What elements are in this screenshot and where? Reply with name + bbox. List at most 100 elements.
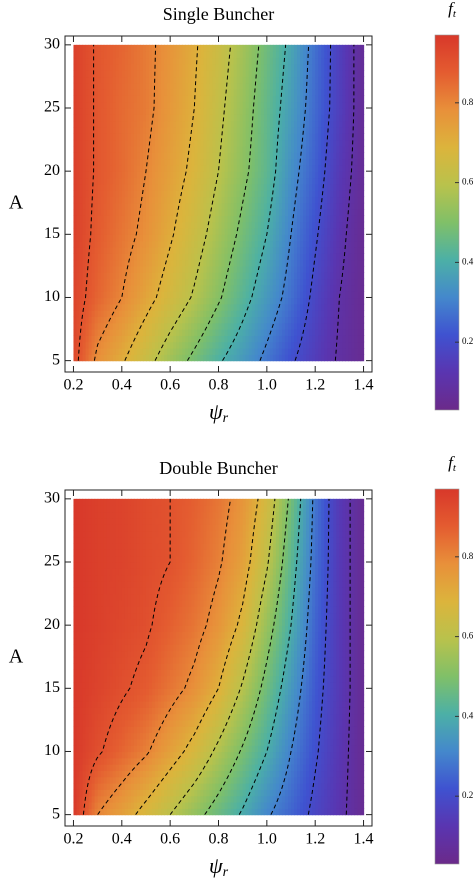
heat-cell (127, 158, 132, 166)
heat-cell (112, 272, 117, 280)
heat-cell (360, 202, 365, 210)
heat-cell (179, 221, 183, 229)
heat-cell (218, 158, 223, 166)
heat-cell (197, 209, 201, 216)
heat-cell (91, 177, 96, 185)
heat-cell (82, 196, 87, 204)
heat-cell (155, 316, 159, 324)
heat-cell (194, 253, 198, 261)
heat-cell (76, 209, 81, 216)
heat-cell (339, 108, 343, 115)
heat-cell (103, 272, 108, 280)
heat-cell (221, 341, 226, 349)
heat-cell (79, 183, 84, 191)
heat-cell (197, 89, 201, 96)
heat-cell (88, 253, 93, 261)
heat-cell (288, 126, 292, 134)
heat-cell (106, 253, 111, 261)
heat-cell (284, 126, 289, 134)
heat-cell (348, 108, 353, 115)
heat-cell (230, 57, 235, 65)
heat-cell (360, 354, 365, 362)
heat-cell (145, 114, 150, 122)
heat-cell (297, 259, 301, 267)
heat-cell (239, 82, 244, 90)
heat-cell (266, 221, 271, 229)
heat-cell (109, 240, 114, 248)
heat-cell (242, 259, 247, 267)
heat-cell (136, 322, 141, 330)
heat-cell (170, 291, 174, 299)
heat-cell (284, 265, 289, 273)
heat-cell (79, 316, 84, 324)
heat-cell (149, 63, 153, 71)
heat-cell (173, 177, 177, 185)
heat-cell (209, 221, 214, 229)
heat-cell (109, 265, 114, 273)
heat-cell (327, 177, 331, 185)
heat-cell (324, 259, 328, 267)
heat-cell (239, 202, 244, 210)
heat-cell (275, 310, 280, 318)
heat-cell (348, 348, 353, 355)
heat-cell (194, 126, 198, 134)
heat-cell (124, 316, 129, 324)
heat-cell (149, 297, 153, 305)
heat-cell (215, 190, 220, 198)
heat-cell (149, 120, 153, 128)
heat-cell (118, 101, 123, 109)
heat-cell (221, 120, 226, 128)
heat-cell (230, 95, 235, 103)
heat-cell (327, 202, 331, 210)
heat-cell (118, 354, 123, 362)
heat-cell (260, 95, 265, 103)
heat-cell (206, 57, 211, 65)
heat-cell (354, 196, 359, 204)
heat-cell (248, 139, 253, 147)
heat-cell (136, 158, 141, 166)
heat-cell (158, 76, 162, 84)
heat-cell (179, 278, 183, 286)
heat-cell (206, 44, 211, 52)
heat-cell (130, 76, 135, 84)
heat-cell (281, 215, 286, 223)
heat-cell (300, 329, 304, 336)
heat-cell (176, 228, 180, 235)
heat-cell (82, 145, 87, 153)
heat-cell (118, 278, 123, 286)
heat-cell (164, 310, 168, 318)
heat-cell (351, 303, 356, 311)
heat-cell (73, 108, 78, 115)
heat-cell (221, 177, 226, 185)
heat-cell (275, 57, 280, 65)
heat-cell (254, 354, 259, 362)
heat-cell (239, 278, 244, 286)
heat-cell (324, 354, 328, 362)
heat-cell (224, 44, 229, 52)
heat-cell (336, 108, 340, 115)
heat-cell (203, 202, 208, 210)
heat-cell (360, 89, 365, 96)
heat-cell (297, 44, 301, 52)
heat-cell (272, 139, 277, 147)
heat-cell (73, 259, 78, 267)
heat-cell (315, 126, 319, 134)
heat-cell (284, 202, 289, 210)
heat-cell (152, 215, 156, 223)
heat-cell (164, 209, 168, 216)
heat-cell (336, 316, 340, 324)
heat-cell (203, 316, 208, 324)
heat-cell (291, 164, 295, 172)
heat-cell (139, 265, 144, 273)
heat-cell (327, 341, 331, 349)
heat-cell (206, 259, 211, 267)
heat-cell (136, 196, 141, 204)
heat-cell (215, 272, 220, 280)
heat-cell (327, 221, 331, 229)
heat-cell (194, 152, 198, 160)
heat-cell (245, 348, 250, 355)
heat-cell (215, 44, 220, 52)
heat-cell (281, 253, 286, 261)
heat-cell (170, 272, 174, 280)
heat-cell (315, 89, 319, 96)
